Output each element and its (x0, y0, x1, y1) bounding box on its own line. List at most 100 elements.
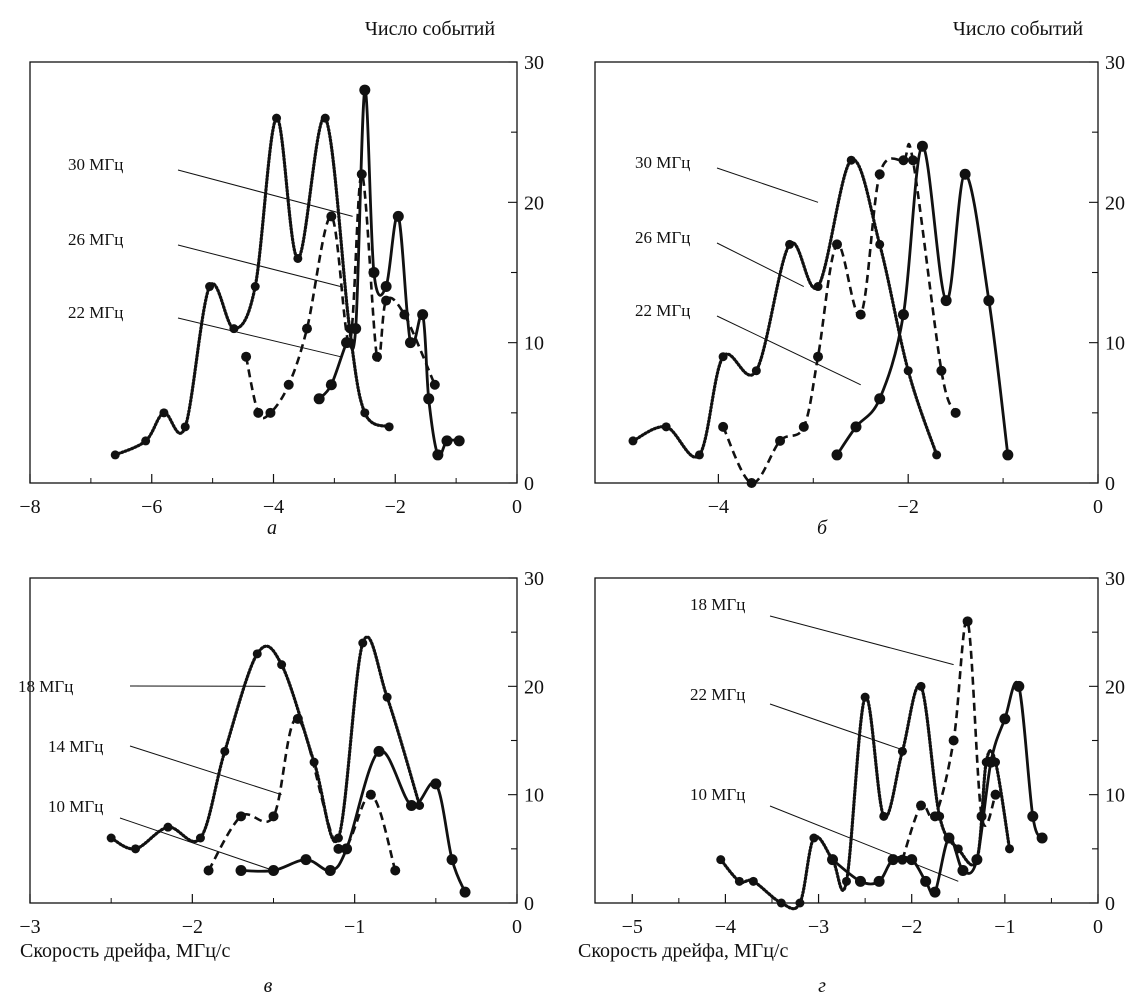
x-tick-label: 0 (512, 496, 522, 518)
x-tick-label: −1 (344, 916, 365, 938)
data-point (195, 833, 205, 843)
data-point (272, 113, 282, 123)
data-point (940, 295, 952, 307)
panel-c: Скорость дрейфа, МГц/с в −3 −2 −1 0 30 20 10 0 1… (18, 568, 544, 997)
data-point (983, 295, 995, 307)
x-tick-label: −2 (898, 496, 919, 518)
x-tick-label: −5 (622, 916, 643, 938)
x-tick-label: −3 (19, 916, 40, 938)
data-point (694, 450, 704, 460)
data-point (879, 811, 889, 821)
data-point (380, 281, 392, 293)
data-point (1013, 680, 1025, 692)
data-point (320, 113, 330, 123)
y-tick-label: 20 (524, 192, 544, 214)
x-axis-title: Скорость дрейфа, МГц/с (578, 940, 788, 962)
panel-label: г (818, 975, 826, 997)
data-point (446, 854, 458, 866)
data-point (929, 811, 940, 822)
leader-line (769, 805, 959, 882)
series-line (113, 116, 391, 457)
series-label: 10 МГц (690, 785, 745, 804)
data-point (1036, 832, 1048, 844)
data-point (751, 366, 761, 376)
series-solid (235, 745, 471, 898)
data-point (874, 169, 885, 180)
data-point (897, 309, 909, 321)
x-tick-label: −1 (994, 916, 1015, 938)
data-point (453, 435, 465, 447)
series-line (721, 142, 957, 485)
series-solid (313, 84, 465, 461)
data-point (459, 886, 471, 898)
data-point (813, 351, 824, 362)
x-tick-label: −4 (708, 496, 729, 518)
data-point (809, 833, 819, 843)
data-point (163, 822, 173, 832)
x-tick-label: 0 (1093, 496, 1103, 518)
data-point (1002, 449, 1014, 461)
data-point (283, 379, 294, 390)
series-line (109, 635, 422, 851)
data-point (277, 660, 287, 670)
data-point (205, 282, 215, 292)
data-point (971, 854, 983, 866)
data-point (292, 713, 303, 724)
data-point (842, 876, 851, 886)
panel-label: а (267, 517, 277, 539)
leader-line (177, 317, 341, 358)
data-point (716, 855, 726, 865)
series-label: 18 МГц (690, 595, 745, 614)
data-point (252, 649, 262, 659)
data-point (936, 365, 947, 376)
data-point (392, 210, 404, 222)
data-point (293, 253, 303, 263)
data-point (813, 282, 823, 292)
y-tick-label: 20 (1105, 676, 1125, 698)
y-tick-label: 0 (524, 473, 534, 495)
data-point (855, 309, 866, 320)
data-point (268, 811, 279, 822)
data-point (250, 282, 260, 292)
data-point (324, 865, 336, 876)
y-tick-label: 10 (524, 785, 544, 807)
data-point (854, 875, 866, 887)
series-line (719, 683, 1012, 911)
panel-b: Число событий б −4 −2 0 30 20 10 0 30 МГц 26 МГц… (594, 18, 1125, 539)
series-label: 30 МГц (68, 155, 123, 174)
data-point (962, 616, 973, 627)
data-point (333, 843, 344, 854)
series-label: 26 МГц (635, 228, 690, 247)
data-point (350, 323, 362, 335)
data-point (916, 800, 927, 811)
series-label: 22 МГц (68, 303, 123, 322)
data-point (300, 854, 312, 866)
data-point (887, 854, 899, 866)
data-point (382, 692, 392, 702)
data-point (943, 832, 955, 844)
data-point (746, 478, 757, 488)
data-point (381, 295, 392, 306)
series-line (239, 749, 467, 894)
leader-line (129, 745, 282, 796)
series-dotted (628, 155, 942, 460)
y-tick-label: 0 (1105, 473, 1115, 495)
data-point (775, 435, 786, 446)
y-tick-label: 0 (524, 893, 534, 915)
leader-line (716, 242, 805, 287)
data-point (932, 450, 942, 460)
x-tick-label: −3 (808, 916, 829, 938)
data-point (430, 778, 442, 790)
y-tick-label: 0 (1105, 893, 1115, 915)
data-point (253, 407, 264, 418)
y-tick-label: 30 (524, 52, 544, 74)
panel-label: б (817, 517, 828, 539)
data-point (131, 844, 141, 854)
x-tick-label: −8 (19, 496, 40, 518)
y-axis-title: Число событий (365, 18, 495, 40)
data-point (898, 155, 909, 166)
data-point (795, 898, 805, 908)
data-point (718, 352, 728, 362)
series-label: 14 МГц (48, 737, 103, 756)
data-point (959, 168, 971, 180)
